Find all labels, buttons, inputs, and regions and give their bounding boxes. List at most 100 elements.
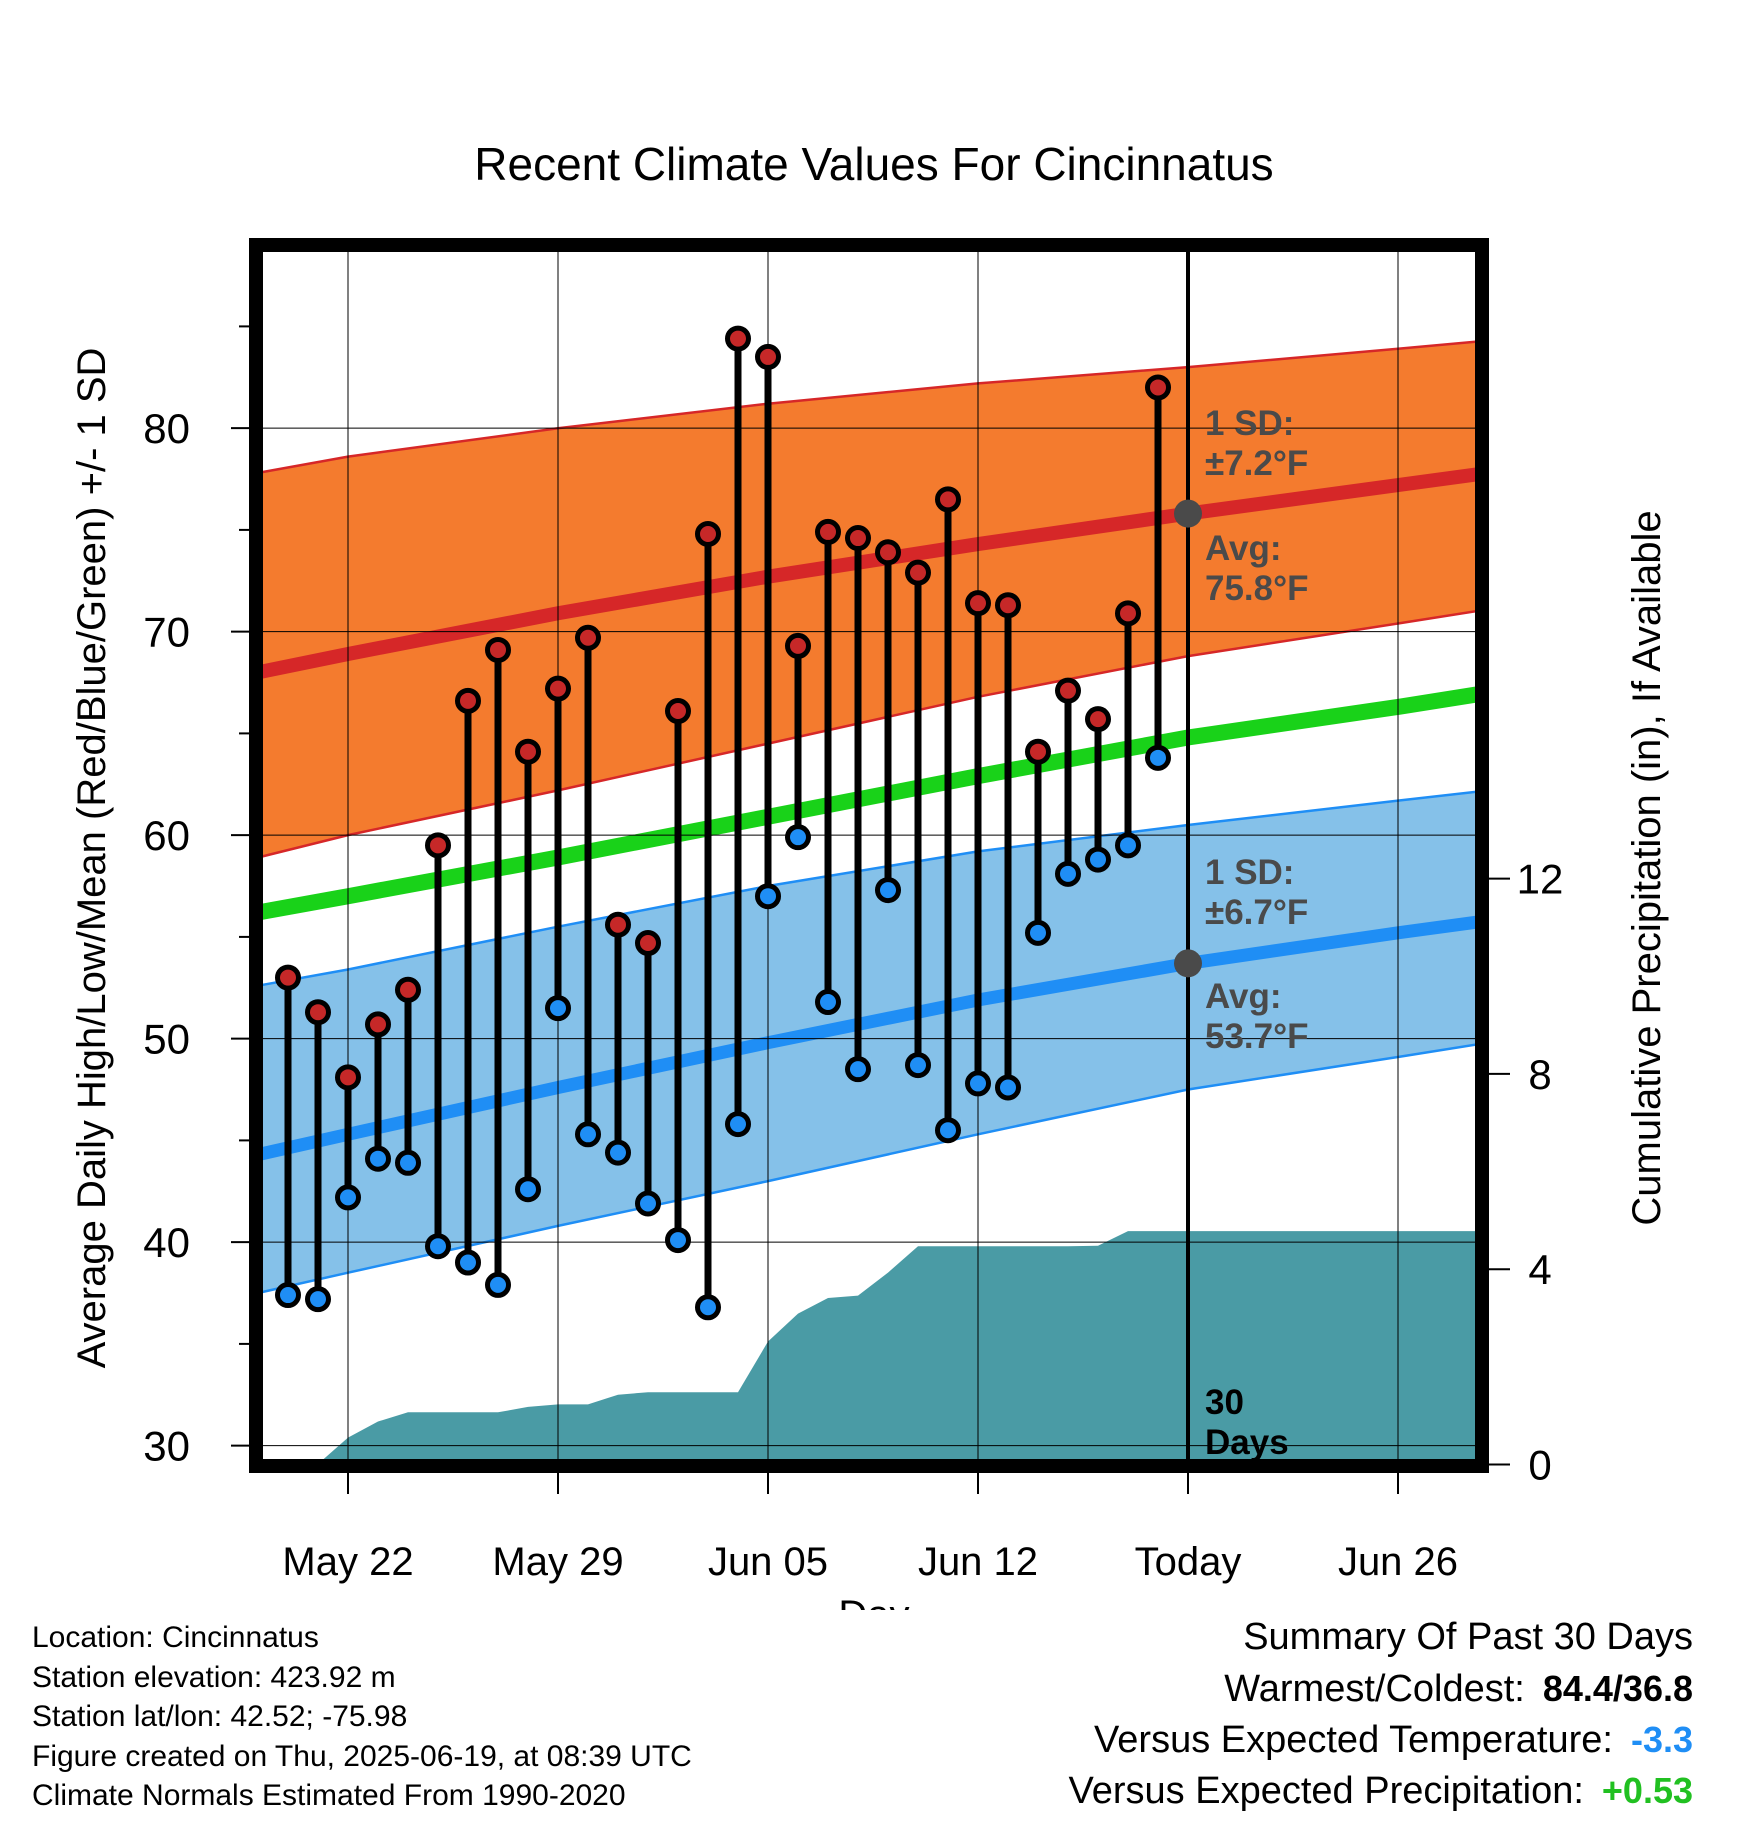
elevation-text: Station elevation: 423.92 m [32, 1660, 396, 1694]
plot-frame [249, 238, 1489, 1473]
high-point [515, 738, 541, 765]
precip-area [306, 1231, 1482, 1466]
high-sd-band [258, 341, 1482, 858]
low-avg-annotation-line: 53.7°F [1205, 1017, 1309, 1056]
high-avg-marker [1174, 499, 1202, 528]
precip-anomaly-value: +0.53 [1601, 1770, 1693, 1811]
low-avg-line [256, 914, 1482, 1161]
low-point [935, 1117, 961, 1144]
high-point [785, 632, 811, 659]
high-point [755, 343, 781, 370]
low-point [455, 1249, 481, 1276]
y-tick-label: 30 [143, 1423, 190, 1470]
low-point [815, 989, 841, 1016]
high-point [1055, 677, 1081, 704]
climate-chart: Recent Climate Values For Cincinnatus 1 … [70, 138, 1669, 1610]
low-point [965, 1070, 991, 1097]
low-point [275, 1282, 301, 1309]
high-point [485, 636, 511, 663]
low-point [665, 1227, 691, 1254]
warmest-value: 84.4/36.8 [1542, 1668, 1693, 1709]
low-point [1055, 860, 1081, 887]
normals-text: Climate Normals Estimated From 1990-2020 [32, 1779, 626, 1812]
high-point [605, 911, 631, 938]
x-tick-label: May 22 [282, 1540, 413, 1584]
low-upper-edge [257, 789, 1482, 987]
low-point [995, 1074, 1021, 1101]
high-point [665, 698, 691, 725]
high-point [275, 964, 301, 991]
mean-line [256, 685, 1482, 921]
low-point [395, 1149, 421, 1176]
warmest-label: Warmest/Coldest: [1224, 1668, 1525, 1710]
low-point [1025, 919, 1051, 946]
high-point [725, 325, 751, 352]
low-point [725, 1111, 751, 1138]
created-text: Figure created on Thu, 2025-06-19, at 08… [32, 1739, 692, 1773]
x-tick-label: May 29 [492, 1540, 623, 1584]
summary-panel: Summary Of Past 30 Days Warmest/Coldest:… [1069, 1612, 1694, 1816]
temp-anomaly-label: Versus Expected Temperature: [1094, 1719, 1613, 1761]
high-avg-annotation-line: Avg: [1205, 529, 1281, 568]
y-tick-label: 60 [143, 812, 190, 859]
x-axis-label: Day [838, 1593, 909, 1610]
high-lower-edge [257, 608, 1482, 859]
window-days-label-line: Days [1205, 1423, 1289, 1462]
y2-tick-label: 8 [1528, 1051, 1551, 1098]
high-point [1115, 600, 1141, 627]
axes: 30 40 50 60 70 80 0 4 8 12 May 22 May 29 Jun 05 Jun 1… [143, 238, 1563, 1584]
low-point [545, 995, 571, 1022]
low-point [575, 1121, 601, 1148]
low-point [515, 1176, 541, 1203]
low-sd-annotation: 1 SD: ±6.7°F [1205, 853, 1308, 932]
chart-title: Recent Climate Values For Cincinnatus [474, 138, 1273, 190]
y2-tick-label: 0 [1528, 1442, 1551, 1489]
x-tick-label: Jun 26 [1338, 1540, 1458, 1584]
window-days-label: 30 Days [1205, 1383, 1289, 1462]
high-point [635, 930, 661, 957]
x-tick-label: Today [1135, 1540, 1242, 1584]
high-point [1145, 374, 1171, 401]
low-point [1085, 846, 1111, 873]
high-point [335, 1064, 361, 1091]
x-tick-label: Jun 05 [708, 1540, 828, 1584]
low-point [485, 1271, 511, 1298]
latlon-text: Station lat/lon: 42.52; -75.98 [32, 1700, 408, 1733]
low-point [1115, 832, 1141, 859]
high-point [395, 976, 421, 1003]
window-days-label-line: 30 [1205, 1383, 1244, 1422]
high-point [695, 520, 721, 547]
high-point [365, 1011, 391, 1038]
high-avg-line [256, 466, 1482, 680]
low-sd-annotation-line: 1 SD: [1205, 853, 1294, 892]
high-point [965, 590, 991, 617]
high-point [815, 518, 841, 545]
precip-anomaly-label: Versus Expected Precipitation: [1068, 1770, 1584, 1812]
y-tick-label: 80 [143, 405, 190, 452]
low-point [335, 1184, 361, 1211]
low-point [365, 1145, 391, 1172]
low-avg-annotation: Avg: 53.7°F [1205, 977, 1309, 1056]
low-sd-annotation-line: ±6.7°F [1205, 893, 1308, 932]
temp-anomaly-value: -3.3 [1630, 1719, 1693, 1760]
high-point [305, 999, 331, 1026]
high-point [425, 832, 451, 859]
low-sd-band [258, 791, 1482, 1293]
high-point [845, 525, 871, 552]
high-upper-edge [257, 339, 1482, 475]
y-tick-label: 40 [143, 1219, 190, 1266]
high-point [875, 539, 901, 566]
y-tick-label: 50 [143, 1016, 190, 1063]
low-avg-annotation-line: Avg: [1205, 977, 1281, 1016]
y2-tick-label: 4 [1528, 1246, 1551, 1293]
x-tick-label: Jun 12 [918, 1540, 1038, 1584]
low-point [905, 1052, 931, 1079]
high-point [1085, 706, 1111, 733]
high-sd-annotation: 1 SD: ±7.2°F [1205, 404, 1308, 483]
low-point [635, 1190, 661, 1217]
y-axis-label: Average Daily High/Low/Mean (Red/Blue/Gr… [70, 348, 114, 1369]
low-point [425, 1233, 451, 1260]
high-point [545, 675, 571, 702]
high-avg-annotation-line: 75.8°F [1205, 569, 1309, 608]
